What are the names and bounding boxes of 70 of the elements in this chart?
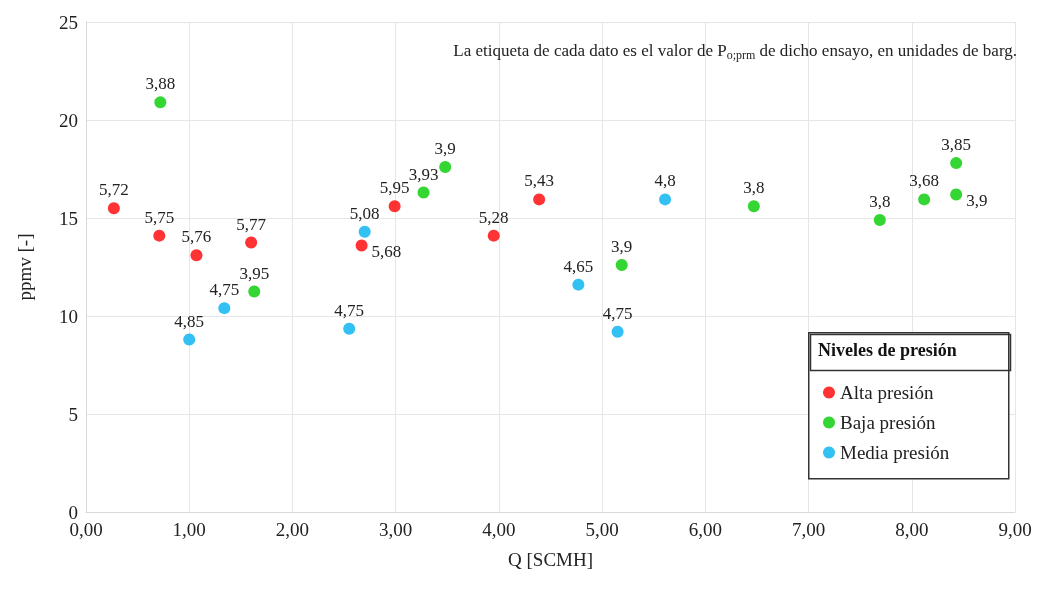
legend-label: Alta presión — [840, 382, 934, 403]
annotation: 5,77 — [236, 214, 267, 234]
legend-label: Media presión — [840, 442, 950, 463]
x-tick-label: 5,00 — [585, 519, 619, 540]
x-tick-label: 1,00 — [172, 519, 206, 540]
point — [918, 193, 931, 206]
x-tick-label: 9,00 — [998, 519, 1032, 540]
point — [355, 239, 368, 252]
point — [154, 96, 167, 109]
point — [218, 302, 231, 315]
point — [417, 186, 430, 199]
point — [487, 229, 500, 242]
x-tick-label: 7,00 — [791, 519, 826, 540]
annotation: 4,8 — [654, 171, 676, 191]
point — [153, 229, 166, 242]
annotation: 4,85 — [174, 311, 205, 331]
annotation: 3,68 — [909, 171, 940, 191]
annotation: 5,75 — [144, 207, 175, 227]
y-tick-label: 15 — [59, 207, 78, 229]
point — [248, 285, 261, 298]
annotation: 4,75 — [602, 303, 633, 323]
point — [873, 213, 886, 226]
point — [950, 188, 963, 201]
annotation: 5,72 — [99, 180, 129, 200]
y-tick-label: 5 — [68, 403, 78, 425]
annotation: 4,75 — [209, 280, 240, 300]
x-tick-label: 3,00 — [379, 519, 413, 540]
annotation: 3,9 — [611, 237, 633, 257]
annotation: 3,95 — [239, 263, 270, 283]
point — [358, 225, 371, 238]
annotation: 5,76 — [181, 227, 212, 247]
annotation: 4,75 — [334, 300, 365, 320]
annotation: 5,68 — [371, 241, 402, 261]
annotation: 3,9 — [966, 190, 988, 210]
annotation: 3,8 — [869, 191, 891, 211]
y-axis-title: ppmv [-] — [14, 233, 35, 301]
point — [245, 236, 258, 249]
point — [439, 161, 452, 174]
x-axis-title: Q [SCMH] — [508, 549, 593, 570]
annotation: 5,28 — [478, 207, 509, 227]
annotation: 5,08 — [349, 203, 380, 223]
point — [611, 325, 624, 338]
point — [190, 249, 203, 262]
legend-title: Niveles de presión — [818, 340, 957, 360]
y-tick-label: 20 — [59, 109, 78, 131]
x-tick-label: 8,00 — [895, 519, 929, 540]
annotation: 5,43 — [524, 171, 555, 191]
y-tick-label: 25 — [59, 11, 78, 33]
point — [950, 157, 963, 170]
point — [343, 322, 356, 335]
point — [747, 200, 760, 213]
y-tick-label: 10 — [59, 305, 78, 327]
x-tick-label: 2,00 — [275, 519, 310, 540]
annotation: 3,9 — [434, 139, 456, 159]
point — [659, 193, 672, 206]
point — [533, 193, 546, 206]
point — [107, 202, 120, 215]
x-tick-label: 4,00 — [482, 519, 516, 540]
annotation: 5,95 — [379, 178, 410, 198]
point — [615, 259, 628, 272]
point — [572, 278, 585, 291]
annotation: 3,85 — [941, 135, 972, 155]
point — [183, 333, 196, 346]
x-tick-label: 6,00 — [688, 519, 722, 540]
annotation: 3,8 — [743, 178, 765, 198]
annotation: 3,88 — [145, 74, 176, 94]
annotation: 4,65 — [563, 256, 594, 276]
annotation: 3,93 — [408, 164, 439, 184]
point — [388, 200, 401, 213]
legend-label: Baja presión — [840, 412, 936, 433]
